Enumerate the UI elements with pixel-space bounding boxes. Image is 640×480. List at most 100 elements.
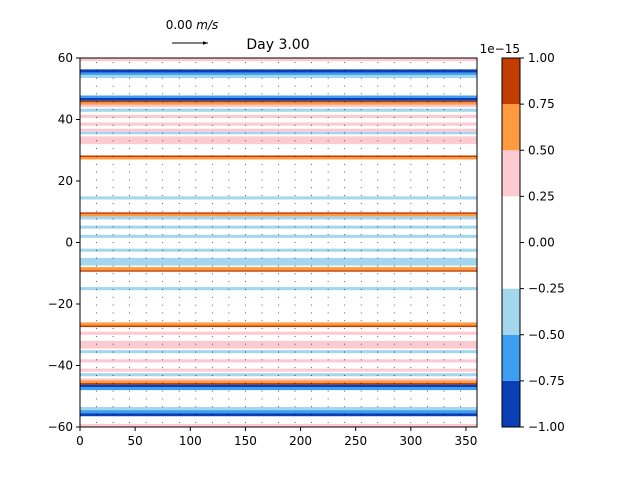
quiver-dot: [162, 179, 164, 181]
quiver-dot: [426, 179, 428, 181]
quiver-dot: [327, 281, 329, 283]
quiver-dot: [360, 320, 362, 322]
quiver-dot: [460, 202, 461, 204]
quiver-dot: [311, 171, 312, 173]
quiver-dot: [460, 421, 461, 423]
quiver-dot: [278, 421, 279, 423]
quiver-dot: [294, 101, 296, 103]
quiver-dot: [460, 335, 461, 337]
quiver-dot: [162, 210, 164, 212]
quiver-dot: [129, 171, 131, 173]
quiver-dot: [228, 257, 230, 259]
quiver-dot: [195, 187, 197, 189]
quiver-dot: [278, 335, 279, 337]
quiver-dot: [245, 265, 246, 267]
quiver-dot: [129, 249, 131, 251]
quiver-dot: [460, 351, 461, 353]
y-tick-label: 0: [65, 236, 73, 250]
quiver-dot: [112, 281, 114, 283]
quiver-dot: [261, 171, 263, 173]
quiver-dot: [377, 335, 379, 337]
quiver-dot: [377, 195, 379, 196]
quiver-dot: [261, 257, 263, 259]
quiver-dot: [410, 281, 412, 283]
quiver-dot: [211, 273, 213, 275]
quiver-dot: [460, 382, 461, 384]
quiver-dot: [294, 124, 296, 126]
quiver-dot: [195, 406, 197, 408]
quiver-dot: [360, 70, 362, 71]
quiver-dot: [426, 70, 428, 71]
quiver-dot: [211, 249, 213, 251]
quiver-dot: [162, 257, 164, 259]
quiver-dot: [96, 406, 97, 408]
quiver-dot: [261, 140, 263, 142]
quiver-dot: [211, 140, 213, 142]
quiver-dot: [228, 148, 230, 150]
quiver-dot: [195, 359, 197, 361]
quiver-dot: [443, 234, 445, 236]
quiver-dot: [311, 414, 312, 415]
quiver-dot: [360, 390, 362, 392]
quiver-dot: [112, 242, 114, 243]
quiver-dot: [195, 265, 197, 267]
quiver-dot: [195, 109, 197, 110]
quiver-dot: [245, 312, 246, 314]
quiver-dot: [278, 390, 279, 392]
quiver-dot: [377, 124, 379, 126]
quiver-dot: [228, 187, 230, 189]
quiver-dot: [360, 242, 362, 243]
quiver-dot: [294, 367, 296, 369]
quiver-dot: [261, 421, 263, 423]
quiver-dot: [96, 179, 97, 181]
quiver-dot: [112, 406, 114, 408]
quiver-dot: [410, 85, 412, 87]
quiver-dot: [112, 85, 114, 87]
quiver-dot: [112, 421, 114, 423]
quiver-dot: [178, 234, 180, 236]
colorbar-offset-label: 1e−15: [480, 42, 520, 56]
quiver-dot: [145, 226, 147, 228]
quiver-dot: [294, 312, 296, 314]
quiver-dot: [129, 312, 131, 314]
quiver-dot: [129, 163, 131, 165]
quiver-dot: [377, 226, 379, 228]
quiver-dot: [311, 116, 312, 118]
quiver-dot: [344, 210, 346, 212]
quiver-dot: [211, 70, 213, 71]
quiver-dot: [162, 343, 164, 345]
quiver-dot: [443, 187, 445, 189]
quiver-dot: [178, 226, 180, 228]
quiver-dot: [129, 343, 131, 345]
quiver-dot: [195, 218, 197, 220]
quiver-dot: [112, 179, 114, 181]
quiver-dot: [245, 62, 246, 64]
quiver-dot: [460, 109, 461, 110]
quiver-dot: [460, 273, 461, 275]
quiver-dot: [96, 132, 97, 134]
quiver-dot: [211, 202, 213, 204]
quiver-dot: [294, 226, 296, 228]
colorbar-tick-label: 0.75: [528, 97, 555, 111]
quiver-dot: [311, 109, 312, 110]
band-9: [80, 373, 477, 377]
quiver-dot: [460, 93, 461, 95]
quiver-dot: [360, 171, 362, 173]
quiver-dot: [228, 156, 230, 157]
quiver-dot: [410, 249, 412, 251]
quiver-dot: [245, 85, 246, 87]
quiver-dot: [261, 163, 263, 165]
quiver-dot: [377, 273, 379, 275]
quiver-dot: [377, 406, 379, 408]
quiver-dot: [327, 406, 329, 408]
quiver-dot: [426, 367, 428, 369]
quiver-dot: [460, 77, 461, 79]
quiver-dot: [410, 304, 412, 306]
quiver-dot: [311, 179, 312, 181]
quiver-dot: [327, 226, 329, 228]
quiver-dot: [261, 375, 263, 376]
quiver-dot: [344, 265, 346, 267]
quiver-dot: [145, 414, 147, 415]
quiver-dot: [360, 249, 362, 251]
quiver-dot: [129, 234, 131, 236]
